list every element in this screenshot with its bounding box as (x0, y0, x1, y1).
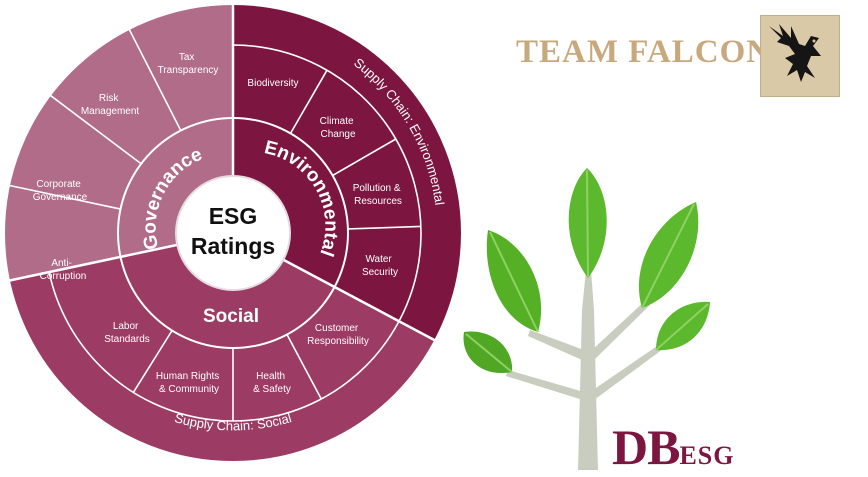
divider-gov-1 (128, 28, 182, 131)
item-tax-transparency: Tax Transparency (158, 52, 219, 76)
item-customer-responsibility: Customer Responsibility (307, 323, 369, 347)
env-segment-outer-border (232, 44, 422, 322)
divider-gov-2 (8, 184, 121, 210)
environmental-sector (233, 4, 462, 341)
center-title: ESG (209, 203, 258, 229)
tree-illustration (463, 168, 710, 470)
social-segment-outer-border (48, 271, 400, 422)
divider-gov-0 (49, 94, 142, 165)
center-circle (175, 175, 291, 291)
divider-env-2 (347, 225, 421, 230)
item-anti-corruption: Anti- Corruption (40, 258, 87, 282)
leaf-lower-right (655, 301, 710, 351)
eagle-icon (769, 24, 821, 82)
divider-social-gov (8, 243, 178, 282)
divider-soc-0 (286, 334, 322, 400)
leaf-upper-right (638, 202, 699, 309)
item-water-security: Water Security (362, 254, 398, 278)
divider-env-social (282, 258, 436, 342)
item-pollution-resources: Pollution & Resources (353, 183, 404, 207)
eagle-logo (760, 15, 840, 97)
esg-wheel-diagram: ESG Ratings Governance Environmental Soc… (3, 3, 463, 463)
team-title: TEAM FALCON (516, 34, 772, 70)
item-biodiversity: Biodiversity (247, 78, 298, 89)
brand-suffix: ESG (679, 441, 735, 470)
brand-logo: DBESG (612, 418, 735, 476)
leaf-lower-left (463, 331, 513, 373)
item-human-rights-community: Human Rights & Community (156, 371, 222, 395)
item-corporate-governance: Corporate Governance (33, 179, 88, 203)
item-health-safety: Health & Safety (253, 371, 291, 395)
governance-sector (4, 4, 234, 281)
divider-env-1 (332, 138, 397, 177)
leaf-upper-left (486, 230, 542, 333)
wheel-dividers (3, 3, 463, 463)
center-subtitle: Ratings (191, 233, 275, 259)
divider-env-0 (289, 69, 328, 134)
brand-main: DB (612, 419, 680, 475)
leaf-top (568, 168, 607, 279)
item-risk-management: Risk Management (81, 93, 140, 117)
item-climate-change: Climate Change (320, 116, 357, 140)
pillar-social: Social (203, 306, 259, 327)
divider-soc-2 (132, 330, 173, 393)
item-labor-standards: Labor Standards (104, 321, 150, 345)
